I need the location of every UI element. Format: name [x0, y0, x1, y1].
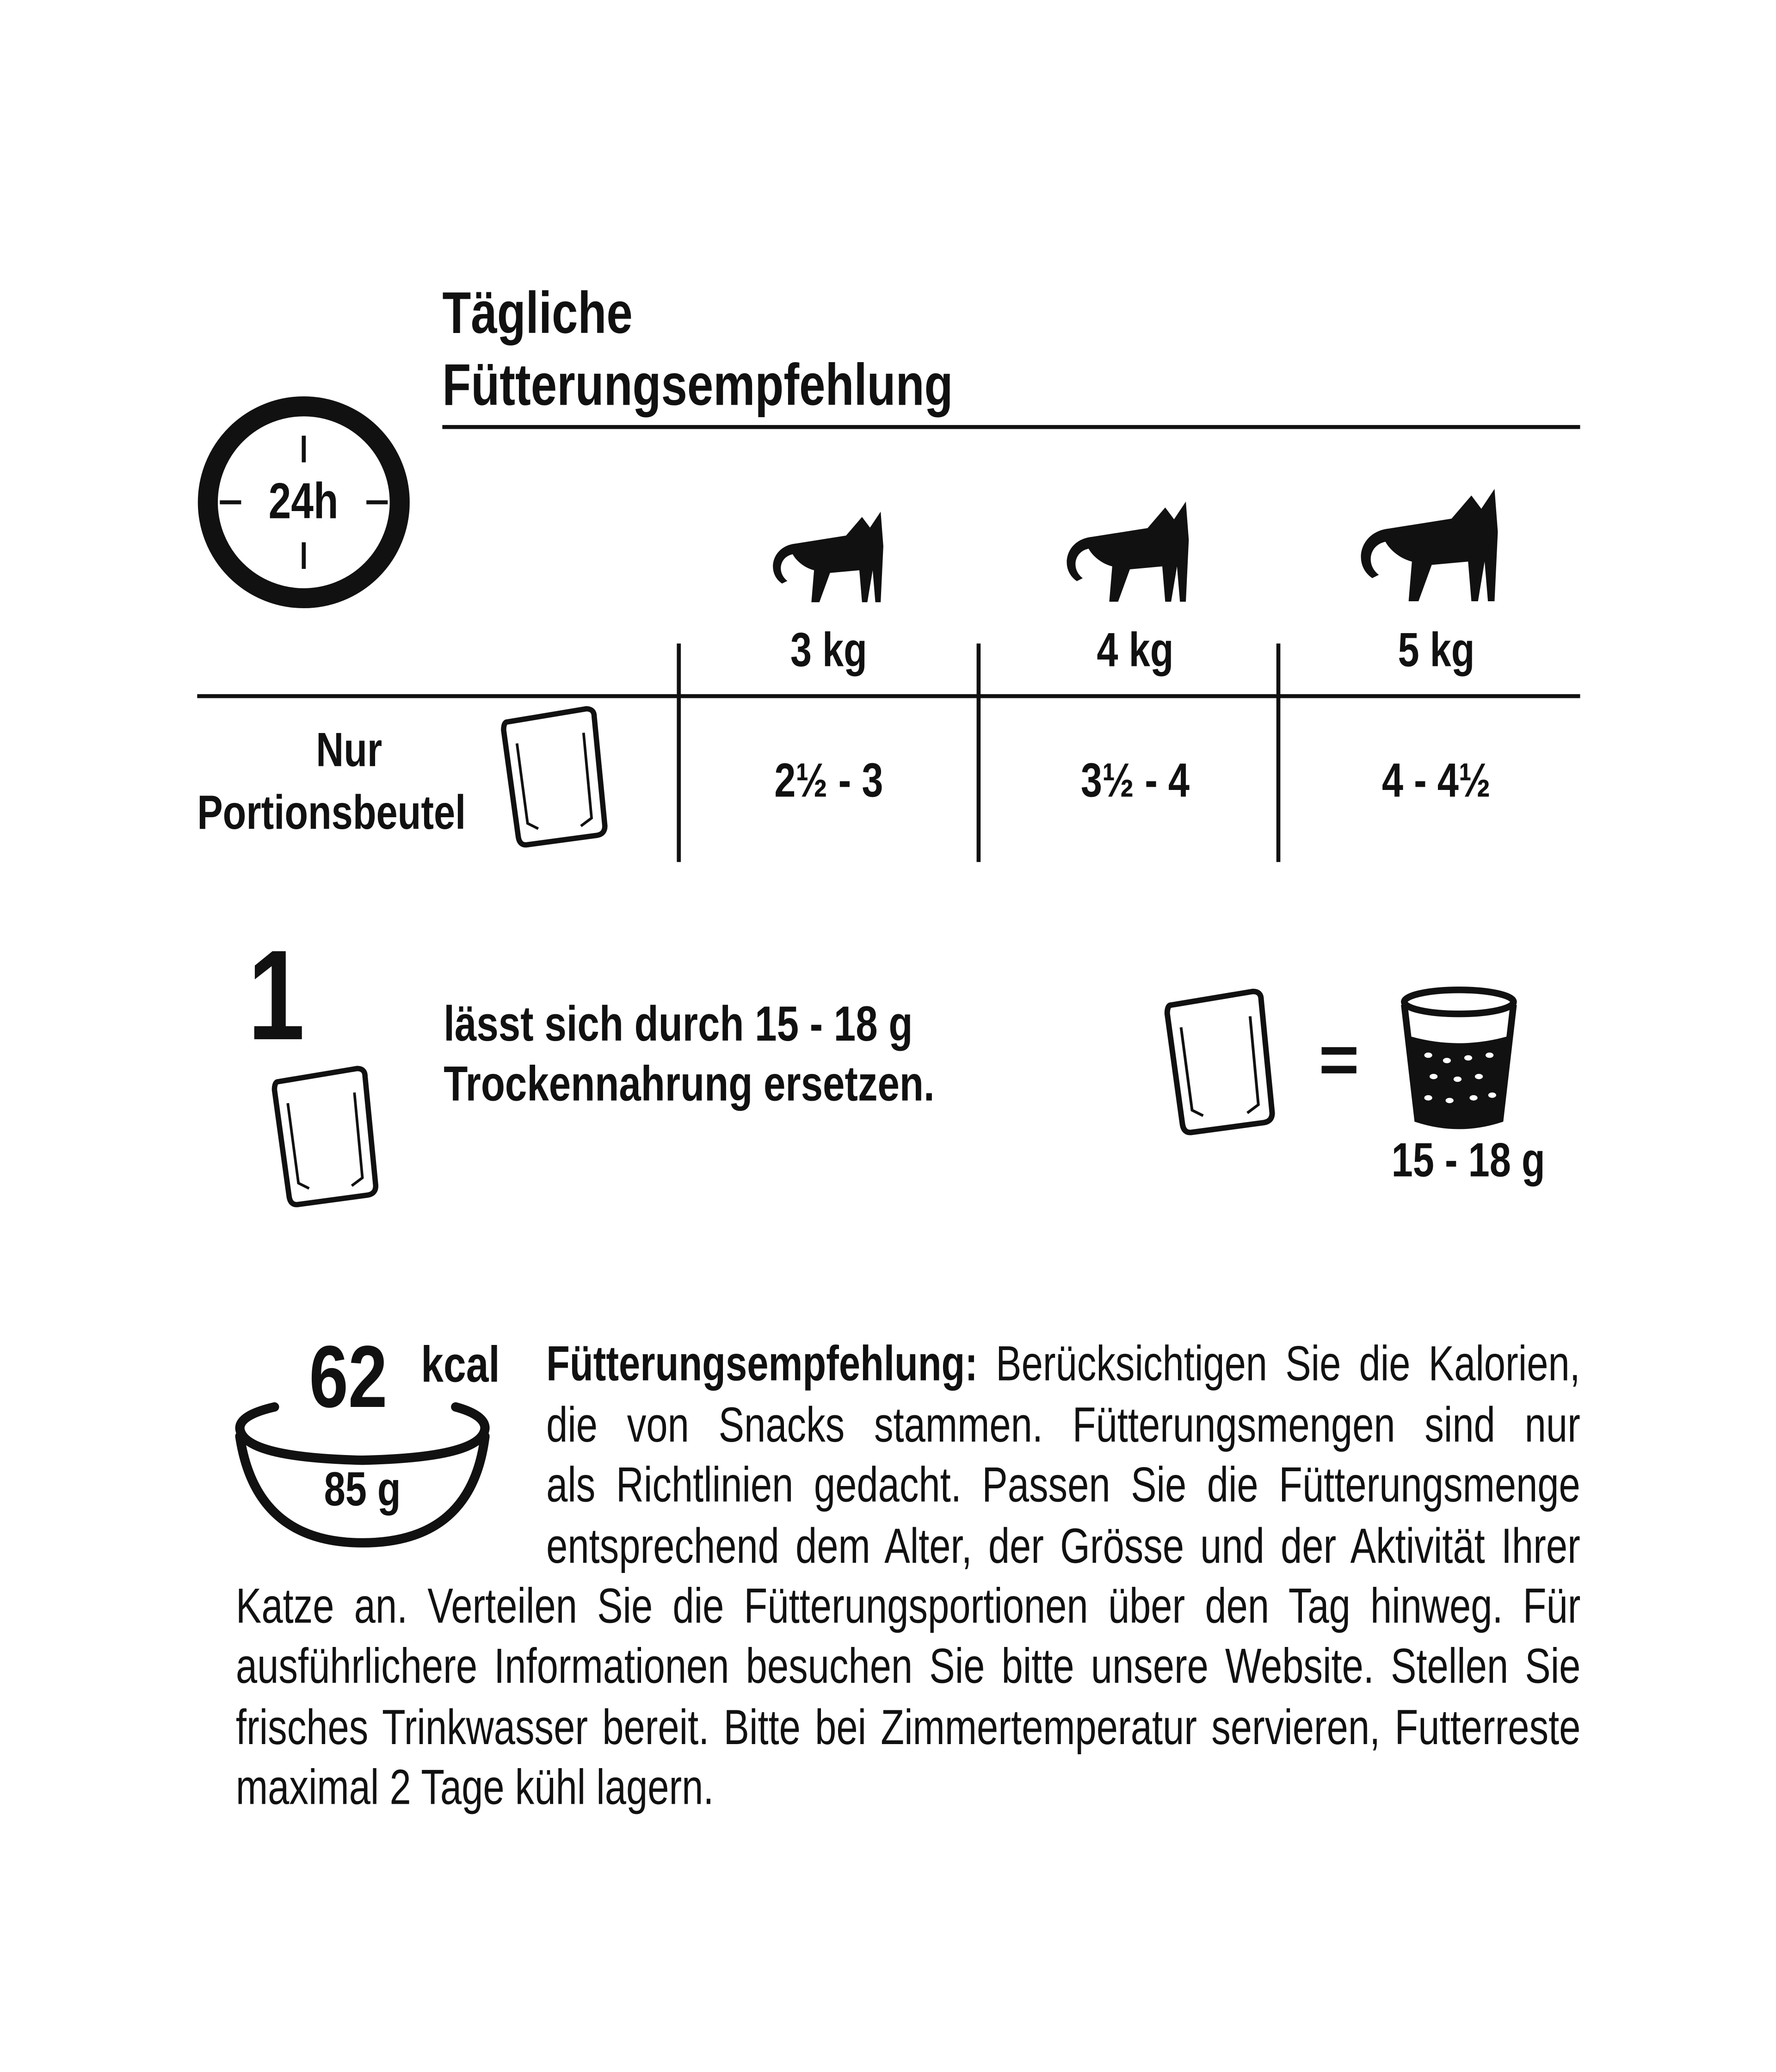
cat-icon	[1067, 501, 1189, 602]
table-divider	[197, 694, 1580, 698]
row-label-line-1: Nur	[316, 722, 382, 777]
column-divider	[1276, 643, 1281, 862]
cat-icon	[1361, 489, 1498, 602]
paragraph-line: ausführlichere Informationen besuchen Si…	[235, 1639, 1581, 1694]
paragraph-line: Katze an. Verteilen Sie die Fütterungspo…	[235, 1579, 1581, 1634]
paragraph-line: Fütterungsempfehlung: Berücksichtigen Si…	[546, 1339, 1580, 1388]
weight-4kg: 4 kg	[1097, 622, 1174, 677]
pouch-icon	[501, 706, 608, 848]
portion-value-4kg: 3½ - 4	[1080, 752, 1190, 808]
dry-food-cup-icon	[1401, 987, 1517, 1129]
paragraph-lead: Fütterungsempfehlung:	[546, 1336, 978, 1391]
column-divider	[677, 643, 681, 862]
pouch-icon	[271, 1066, 379, 1208]
portion-value-3kg: 2½ - 3	[774, 752, 883, 808]
replacement-text-line-2: Trockennahrung ersetzen.	[444, 1056, 935, 1111]
paragraph-line: die von Snacks stammen. Fütterungsmengen…	[546, 1397, 1580, 1452]
paragraph-line: entsprechend dem Alter, der Grösse und d…	[546, 1518, 1580, 1574]
clock-label: 24h	[269, 474, 339, 530]
title-divider	[442, 425, 1580, 429]
title-line-2: Fütterungsempfehlung	[442, 353, 953, 419]
title-line-1: Tägliche	[442, 281, 633, 346]
paragraph-line: maximal 2 Tage kühl lagern.	[235, 1760, 714, 1815]
weight-3kg: 3 kg	[790, 622, 867, 677]
row-label-line-2: Portionsbeutel	[197, 784, 466, 839]
portion-weight: 85 g	[324, 1462, 401, 1517]
kcal-value: 62	[309, 1327, 388, 1426]
replacement-text-line-1: lässt sich durch 15 - 18 g	[444, 996, 913, 1051]
equals-sign: =	[1319, 1022, 1359, 1099]
pouch-count: 1	[247, 925, 305, 1067]
paragraph-line: frisches Trinkwasser bereit. Bitte bei Z…	[235, 1700, 1581, 1755]
weight-5kg: 5 kg	[1398, 622, 1475, 677]
clock-24h-icon	[197, 396, 410, 609]
paragraph-first-line: Berücksichtigen Sie die Kalorien,	[996, 1336, 1580, 1391]
paragraph-line: als Richtlinien gedacht. Passen Sie die …	[546, 1457, 1580, 1512]
bowl-icon	[235, 1402, 490, 1548]
cat-icon	[773, 512, 883, 603]
pouch-icon	[1164, 988, 1275, 1135]
kcal-unit: kcal	[421, 1338, 500, 1394]
column-divider	[976, 643, 981, 862]
cup-amount: 15 - 18 g	[1391, 1132, 1545, 1187]
portion-value-5kg: 4 - 4½	[1381, 752, 1491, 808]
